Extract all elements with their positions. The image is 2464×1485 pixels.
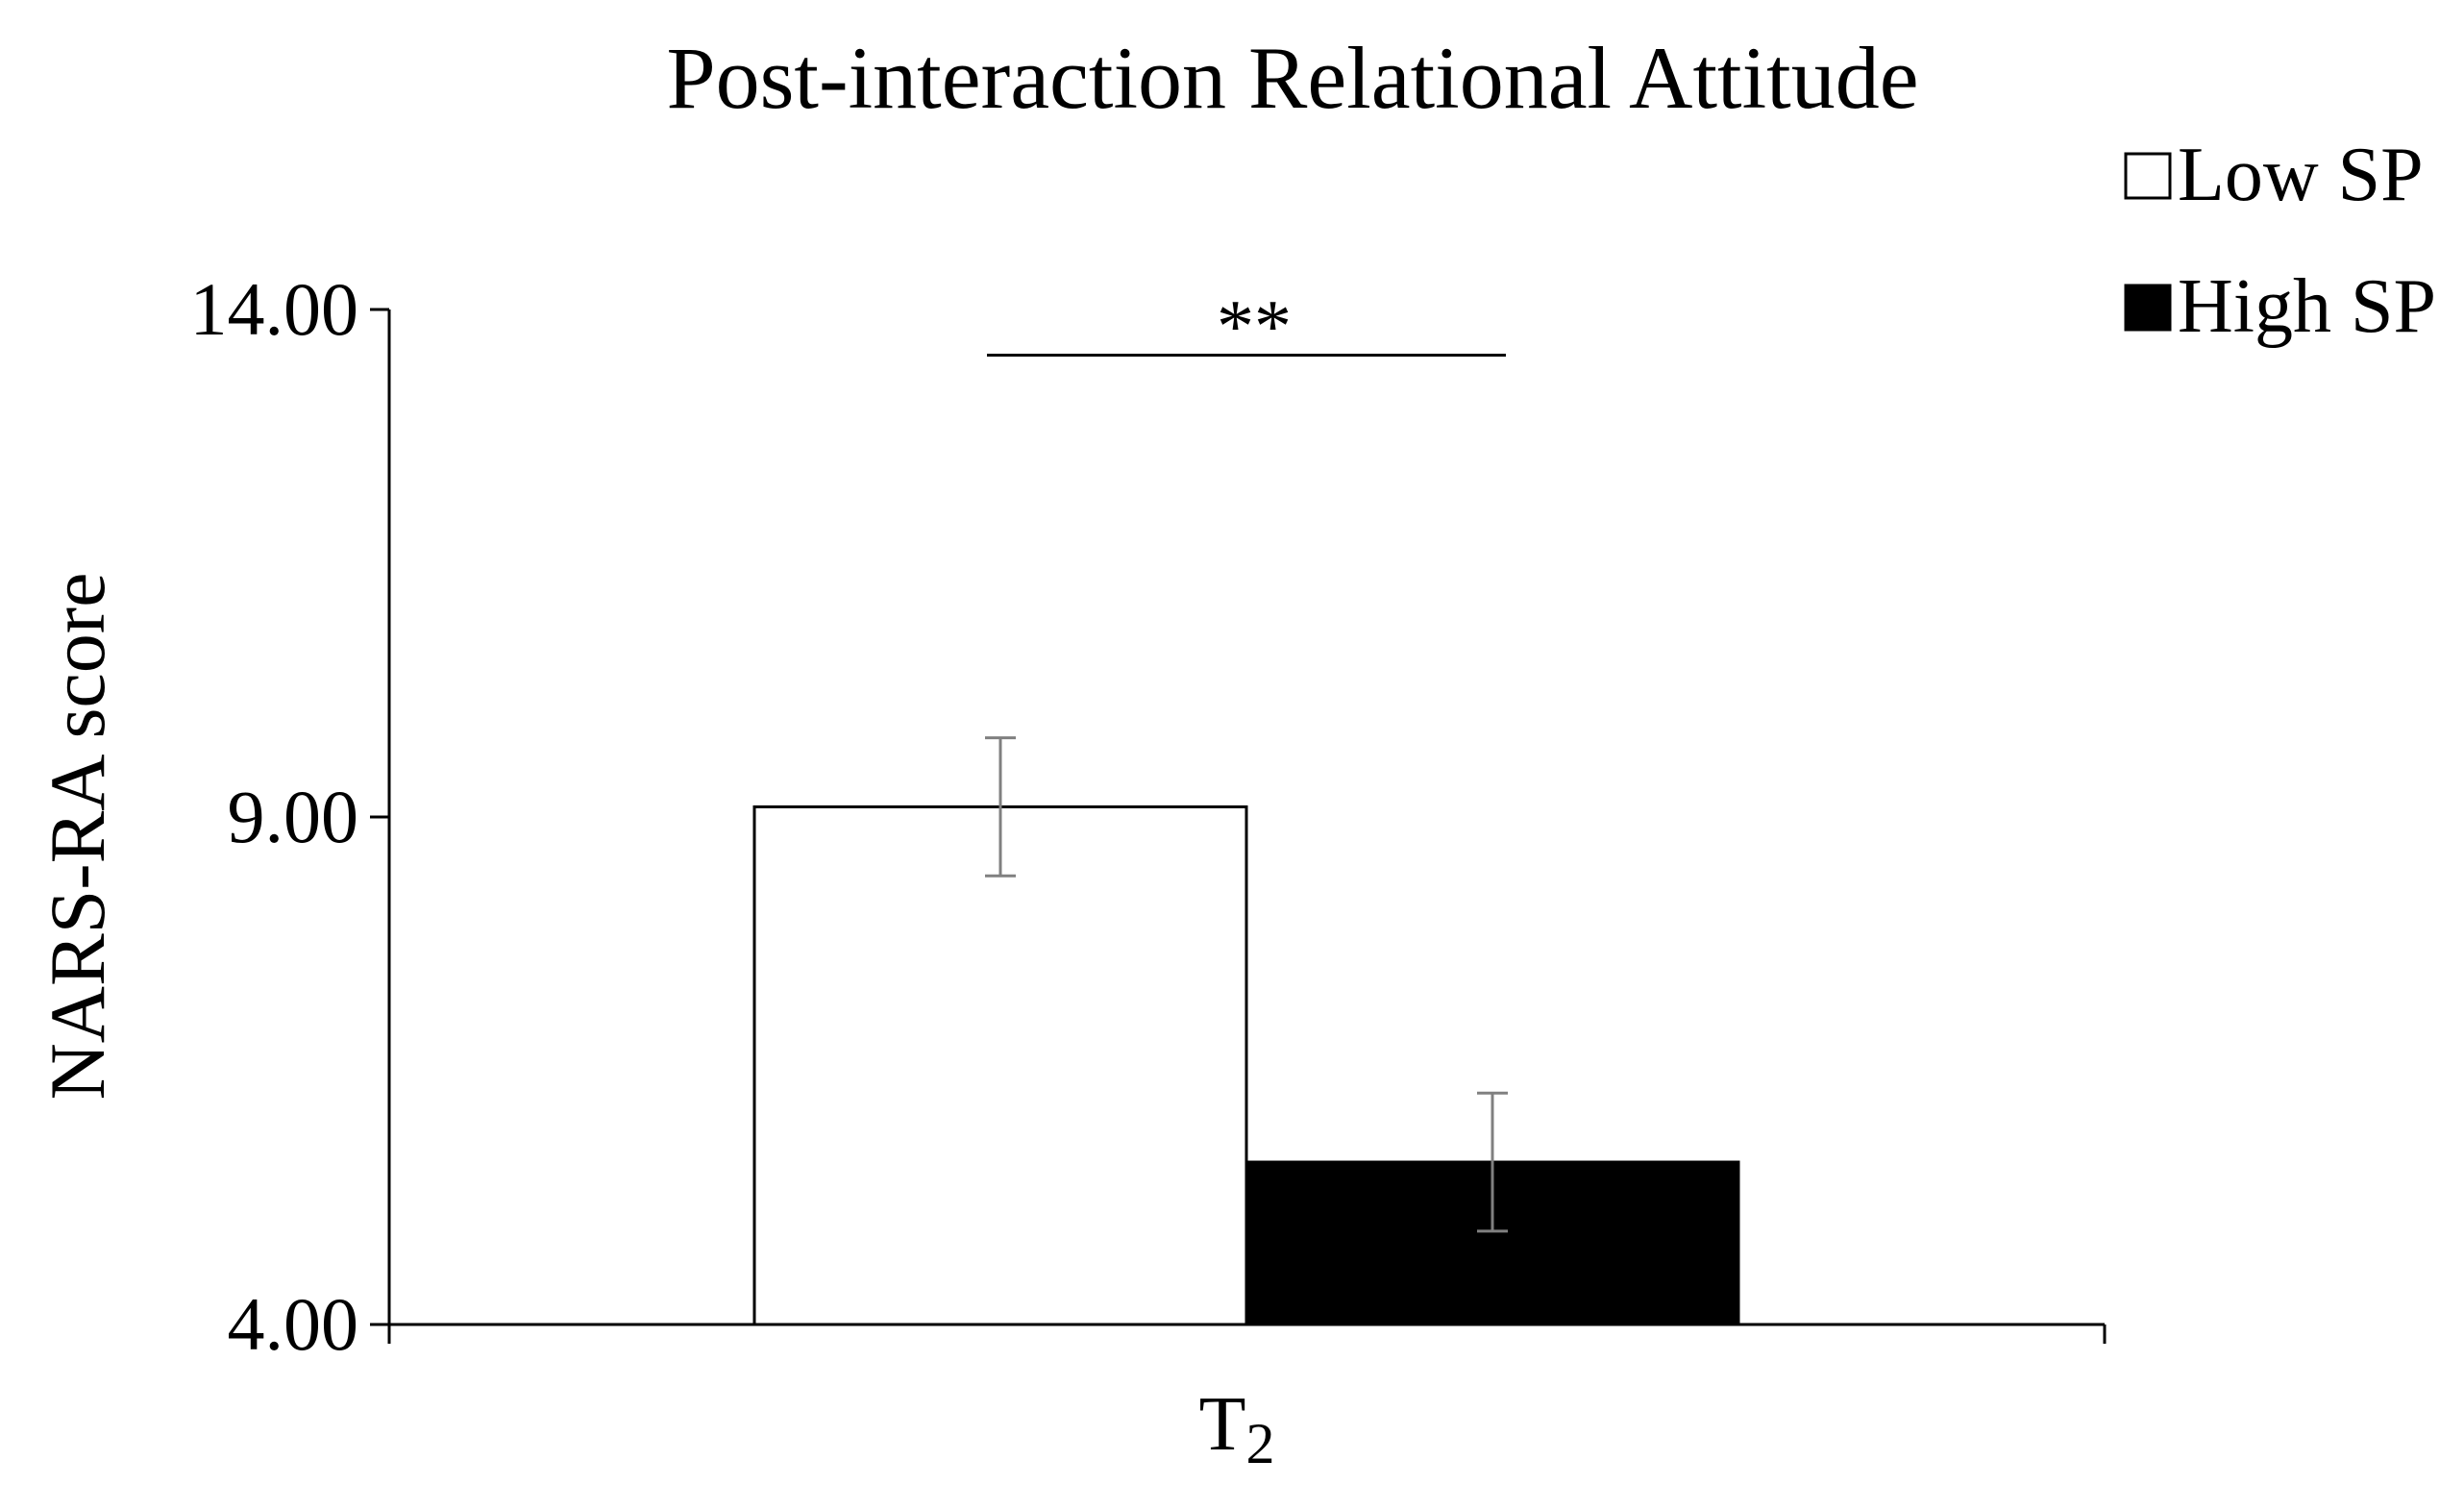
significance-label: ** <box>1217 285 1292 368</box>
y-axis-label: NARS-RA score <box>34 573 121 1101</box>
legend[interactable]: Low SP High SP <box>2124 133 2436 349</box>
legend-swatch-low-sp <box>2124 152 2172 200</box>
legend-item-high-sp[interactable]: High SP <box>2124 264 2436 349</box>
bar-low-sp <box>752 804 1248 1326</box>
error-bars <box>985 736 1508 1233</box>
bars <box>752 804 1740 1326</box>
y-tick-label: 9.00 <box>228 775 359 858</box>
chart-title: Post-interaction Relational Attitude <box>666 29 1918 127</box>
legend-item-low-sp[interactable]: Low SP <box>2124 133 2424 217</box>
x-axis-ticks: T2 <box>1199 1382 1275 1475</box>
y-axis-ticks: 4.00 9.00 14.00 <box>190 267 389 1366</box>
significance-annotation: ** <box>987 285 1506 368</box>
legend-swatch-high-sp <box>2124 284 2172 332</box>
y-tick-label: 4.00 <box>228 1282 359 1366</box>
y-tick-label: 14.00 <box>190 267 359 351</box>
x-tick-label: T2 <box>1199 1382 1275 1475</box>
legend-label-low-sp: Low SP <box>2178 133 2424 217</box>
legend-label-high-sp: High SP <box>2178 264 2436 349</box>
